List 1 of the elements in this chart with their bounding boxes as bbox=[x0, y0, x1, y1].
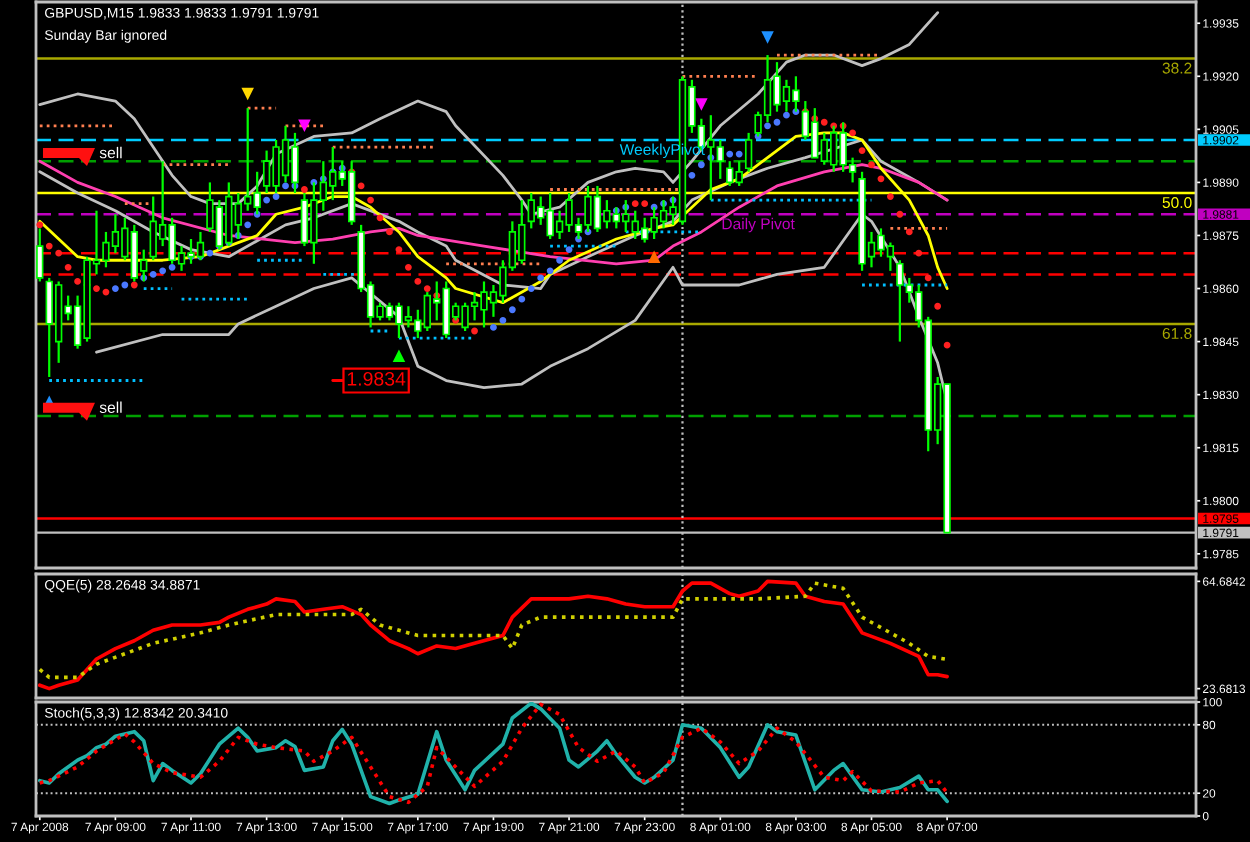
data-label: 1.9834 bbox=[347, 371, 406, 386]
